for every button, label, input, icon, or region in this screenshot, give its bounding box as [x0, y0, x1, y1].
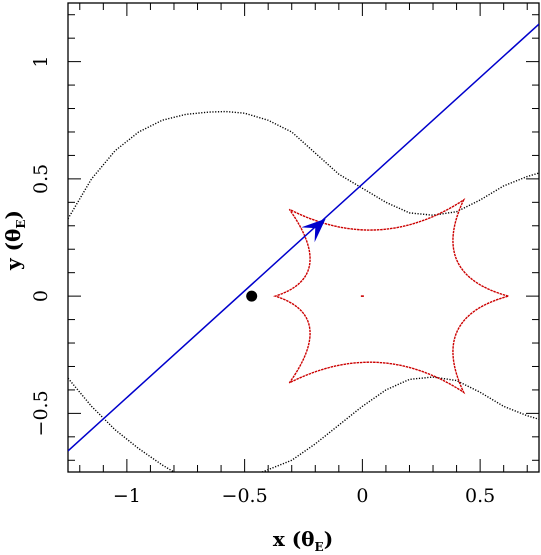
critical-curve-upper — [68, 110, 539, 220]
x-axis-label-main: x (θ — [273, 527, 315, 551]
y-axis-label-main: y (θ — [1, 229, 25, 271]
x-tick-label: −1 — [113, 485, 141, 507]
x-tick-label: 0.5 — [465, 485, 495, 507]
x-tick-label: 0 — [356, 485, 368, 507]
y-tick-label: 0.5 — [30, 164, 52, 194]
trajectory-arrow — [301, 218, 326, 243]
critical-curve-lower — [68, 376, 539, 472]
x-axis-label-sub: E — [315, 540, 324, 554]
y-tick-label: −0.5 — [30, 390, 52, 436]
tick-labels: −1 −0.5 0 0.5 −0.5 0 0.5 1 — [30, 56, 495, 507]
y-tick-label: 0 — [30, 290, 52, 302]
source-trajectory — [68, 23, 539, 452]
y-axis-label-close: ) — [1, 210, 25, 219]
lens-point — [246, 290, 258, 302]
plot-frame — [67, 2, 540, 473]
y-axis-label: y (θE) — [1, 210, 28, 271]
axis-ticks — [68, 3, 539, 472]
x-tick-label: −0.5 — [222, 485, 268, 507]
plot-curves — [68, 23, 539, 472]
x-axis-label: x (θE) — [273, 527, 333, 554]
x-axis-label-close: ) — [324, 527, 333, 551]
y-axis-label-sub: E — [14, 219, 28, 228]
y-tick-label: 1 — [30, 56, 52, 68]
planetary-caustic — [272, 198, 512, 395]
